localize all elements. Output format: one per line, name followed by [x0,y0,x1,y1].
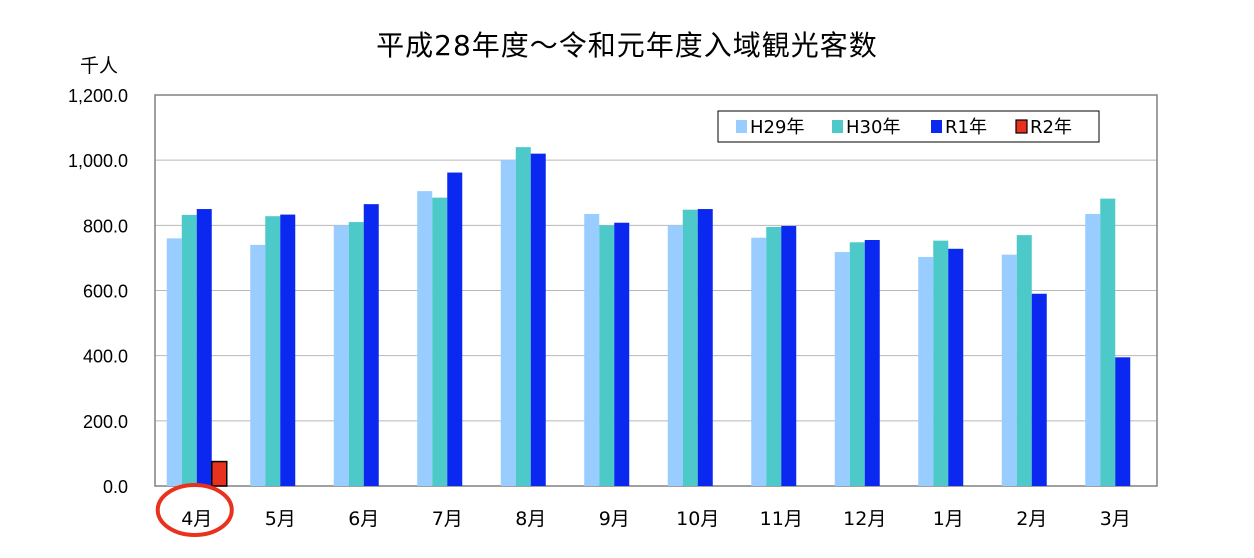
bars [166,147,1131,487]
x-tick-label: 12月 [843,508,886,530]
y-axis-ticks: 0.0 200.0 400.0 600.0 800.0 1,000.0 1,200.0 [68,86,128,497]
bar-H30年-9月 [599,225,615,487]
chart-title: 平成28年度～令和元年度入域観光客数 [376,29,878,62]
x-tick-label: 2月 [1016,508,1047,530]
bar-H29年-9月 [584,213,600,486]
bar-H30年-5月 [265,216,281,486]
bar-H30年-11月 [766,226,782,486]
legend-swatch [931,120,942,133]
legend-label: H30年 [846,117,900,138]
bar-H29年-11月 [751,237,767,486]
plot-area-border [154,94,1158,487]
bar-H30年-8月 [515,147,531,486]
bar-R1年-10月 [697,209,713,486]
bar-H29年-12月 [834,252,850,486]
bar-H30年-6月 [348,222,364,486]
bar-H30年-12月 [849,242,865,486]
x-tick-label: 7月 [432,508,463,530]
bar-H29年-8月 [500,160,516,486]
bar-R1年-4月 [196,209,212,486]
bar-H30年-10月 [682,209,698,486]
bar-H29年-6月 [333,225,349,487]
bar-H29年-10月 [667,225,683,487]
x-tick-label: 10月 [676,508,719,530]
bar-H29年-1月 [918,256,934,486]
y-unit-label: 千人 [80,55,118,77]
bar-R1年-2月 [1031,293,1047,486]
x-tick-label: 6月 [348,508,379,530]
bar-H30年-3月 [1100,198,1116,487]
legend-swatch [832,120,843,133]
bar-H30年-1月 [933,240,949,486]
legend-swatch [1015,119,1028,134]
highlight-layer [155,483,234,537]
bar-R1年-11月 [781,225,797,487]
highlight-ellipse [155,483,234,537]
x-axis-labels: 4月 5月 6月 7月 8月 9月 10月 11月 12月 1月 2月 3月 [181,508,1131,530]
bar-H29年-7月 [417,191,433,486]
y-tick-label: 400.0 [83,347,128,367]
legend-swatch [736,120,747,133]
y-tick-label: 0.0 [103,477,128,497]
x-tick-label: 1月 [933,508,964,530]
bar-H29年-5月 [250,244,266,486]
bar-R1年-9月 [614,222,630,486]
y-tick-label: 1,000.0 [68,151,128,171]
x-tick-label: 9月 [599,508,630,530]
bar-R1年-3月 [1115,357,1131,486]
x-tick-label: 8月 [515,508,546,530]
bar-R2年-4月 [211,460,228,487]
gridlines [155,159,1157,422]
bar-H29年-2月 [1001,254,1017,486]
bar-R1年-1月 [948,248,964,486]
x-tick-label: 3月 [1100,508,1131,530]
legend: H29年 H30年 R1年 R2年 [717,110,1100,143]
bar-R1年-12月 [864,239,880,486]
x-tick-label: 5月 [265,508,296,530]
y-tick-label: 800.0 [83,216,128,236]
y-tick-label: 600.0 [83,282,128,302]
bar-R1年-7月 [447,172,463,486]
legend-label: R1年 [945,117,987,138]
y-tick-label: 200.0 [83,412,128,432]
bar-R1年-5月 [280,214,296,487]
bar-H29年-4月 [166,238,182,486]
bar-H29年-3月 [1085,213,1101,486]
bar-R1年-8月 [530,153,546,486]
legend-label: H29年 [750,117,804,138]
y-tick-label: 1,200.0 [68,86,128,106]
x-tick-label: 4月 [181,508,212,530]
x-tick-label: 11月 [760,508,803,530]
bar-H30年-2月 [1016,235,1032,486]
plot-frame [154,94,1158,487]
bar-H30年-4月 [181,214,197,486]
bar-R1年-6月 [363,204,379,486]
legend-label: R2年 [1030,117,1072,138]
bar-H30年-7月 [432,197,448,486]
legend-box [717,110,1100,143]
